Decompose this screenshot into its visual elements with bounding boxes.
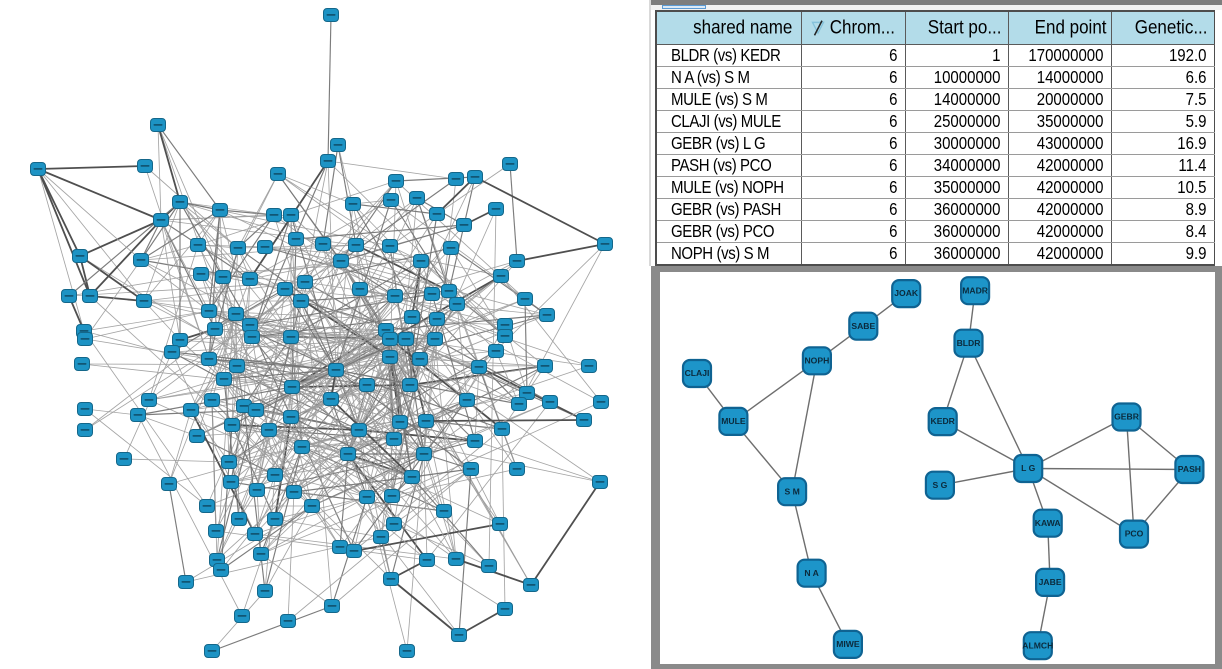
svg-text:MADR: MADR — [962, 285, 989, 295]
svg-text:NOPH: NOPH — [804, 355, 829, 365]
svg-text:JABE: JABE — [1039, 577, 1062, 587]
svg-text:CLAJI: CLAJI — [685, 368, 710, 378]
svg-text:PCO: PCO — [1125, 529, 1144, 539]
svg-text:KAWA: KAWA — [1035, 518, 1061, 528]
svg-text:MULE: MULE — [721, 416, 746, 426]
svg-text:KEDR: KEDR — [931, 416, 956, 426]
svg-text:S G: S G — [932, 480, 947, 490]
svg-text:ALMCH: ALMCH — [1022, 640, 1053, 650]
svg-text:S M: S M — [784, 486, 799, 496]
svg-text:MIWE: MIWE — [836, 639, 860, 649]
svg-text:L G: L G — [1021, 463, 1035, 473]
svg-text:N A: N A — [804, 568, 818, 578]
svg-text:PASH: PASH — [1178, 464, 1201, 474]
svg-text:JOAK: JOAK — [894, 288, 919, 298]
svg-text:SABE: SABE — [851, 321, 875, 331]
svg-text:GEBR: GEBR — [1114, 412, 1140, 422]
svg-text:BLDR: BLDR — [957, 338, 982, 348]
